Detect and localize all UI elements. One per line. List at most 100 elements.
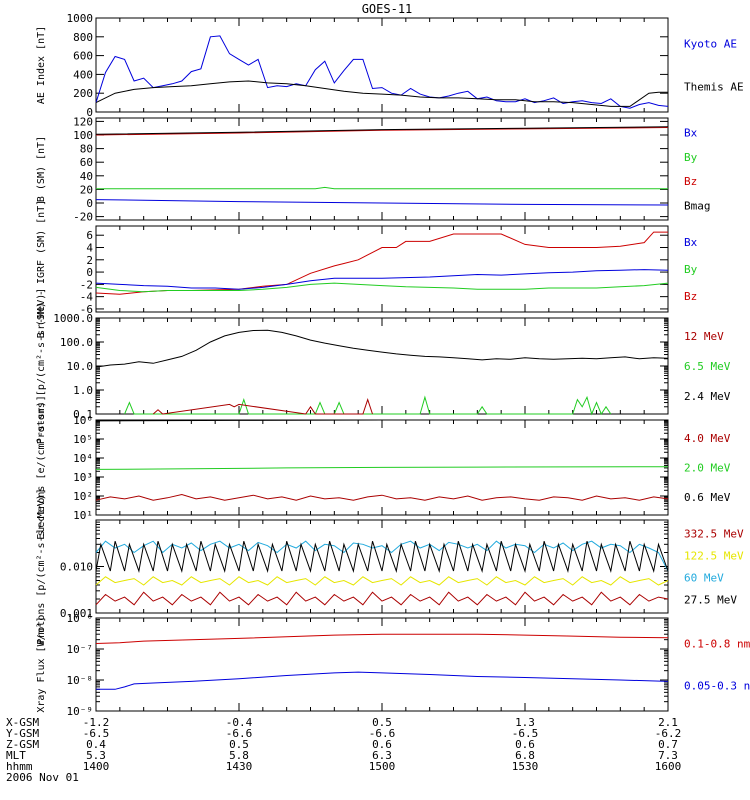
legend-entry: 0.1-0.8 nm: [684, 637, 750, 650]
y-tick-label: 100.0: [60, 336, 93, 349]
series-0-05-0-3-nm: [96, 671, 669, 690]
series-by: [96, 186, 668, 190]
ephemeris-row-label: hhmm: [6, 760, 33, 773]
legend-entry: 332.5 MeV: [684, 527, 744, 540]
y-tick-label: 80: [80, 143, 93, 156]
series-bx: [95, 269, 669, 290]
y-axis-label: Electrons [e/(cm²-s-sr)]: [36, 395, 47, 540]
y-tick-label: 10⁻⁹: [67, 705, 94, 718]
legend-entry: 4.0 MeV: [684, 432, 731, 445]
legend-entry: Bz: [684, 290, 697, 303]
series-12-mev: [152, 398, 373, 415]
series-0-1-0-8-nm: [95, 633, 669, 644]
panel-electrons: 10¹ 10² 10³ 10⁴ 10⁵ 10⁶ Electrons [e/(cm²-s-sr…: [36, 395, 731, 540]
y-tick-label: 1000.0: [53, 312, 93, 325]
y-tick-label: -20: [73, 211, 93, 224]
series-by: [95, 282, 669, 293]
series-6-5-mev: [124, 395, 612, 416]
series-2-0-mev: [95, 466, 669, 470]
series-bx: [95, 199, 669, 206]
y-tick-label: 10⁵: [73, 433, 93, 446]
y-tick-label: 0: [86, 197, 93, 210]
series-themis-ae: [95, 80, 668, 107]
y-tick-label: 0.1: [73, 408, 93, 421]
y-tick-label: 400: [73, 68, 93, 81]
y-tick-label: 800: [73, 31, 93, 44]
panel-frame: [95, 617, 669, 712]
y-axis-label: AE Index [nT]: [36, 26, 47, 104]
legend-entry: Bmag: [684, 199, 711, 212]
legend-entry: 0.6 MeV: [684, 491, 731, 504]
panel-frame: [95, 317, 669, 415]
ephemeris-value: 7.3: [658, 749, 678, 762]
y-tick-label: 10.0: [67, 360, 94, 373]
panel-ae: 0 200 400 600 800 1000 AE Index [nT] Kyoto AE Th…: [36, 12, 744, 119]
legend-entry: Bz: [684, 175, 697, 188]
ephemeris-value: 5.3: [86, 749, 106, 762]
y-axis-label: Protons [p/(cm²-s-sr-MeV)]: [36, 488, 47, 645]
y-tick-label: 10¹: [73, 509, 93, 522]
legend-entry: Bx: [684, 127, 698, 140]
series-0-6-mev: [95, 419, 668, 422]
legend-entry: 6.5 MeV: [684, 360, 731, 373]
plot-title: GOES-11: [362, 2, 413, 16]
y-tick-label: 600: [73, 50, 93, 63]
ephemeris-value: 1400: [83, 760, 110, 773]
panel-frame: [95, 225, 669, 313]
y-axis-label: Protons [p/(cm²-s-sr-MeV)]: [36, 288, 47, 445]
y-tick-label: 10⁶: [73, 414, 93, 427]
series-60-mev: [95, 540, 669, 572]
ephemeris-value: 0.7: [658, 738, 678, 751]
y-tick-label: 10⁴: [73, 452, 93, 465]
ephemeris-value: 0.5: [229, 738, 249, 751]
ephemeris-row-label: Y-GSM: [6, 727, 39, 740]
series-kyoto-ae: [95, 35, 669, 109]
ephemeris-value: 0.6: [372, 738, 392, 751]
y-tick-label: 1000: [67, 12, 94, 25]
legend-entry: Kyoto AE: [684, 38, 737, 51]
legend-entry: By: [684, 263, 698, 276]
y-tick-label: 6: [86, 229, 93, 242]
y-tick-label: -6: [80, 303, 93, 316]
y-tick-label: 10⁻⁸: [67, 674, 94, 687]
y-tick-label: 100: [73, 129, 93, 142]
ephemeris-value: 5.8: [229, 749, 249, 762]
ephemeris-row-label: MLT: [6, 749, 26, 762]
ephemeris-value: -6.2: [655, 727, 682, 740]
series-4-0-mev: [95, 493, 669, 501]
ephemeris-row-label: Z-GSM: [6, 738, 39, 751]
legend-entry: 0.05-0.3 nm: [684, 680, 750, 693]
y-tick-label: 0.010: [60, 561, 93, 574]
y-tick-label: 120: [73, 115, 93, 128]
y-tick-label: 10²: [73, 490, 93, 503]
panel-frame: [95, 519, 669, 614]
x-axis-ephemeris: X-GSM -1.2 -0.4 0.5 1.3 2.1 Y-GSM -6.5 -6.6 -6.6 -…: [6, 716, 681, 784]
legend-entry: 2.0 MeV: [684, 462, 731, 475]
y-tick-label: 20: [80, 183, 93, 196]
series-27-5-mev: [95, 541, 669, 573]
legend-entry: Bx: [684, 236, 698, 249]
y-tick-label: 1.0: [73, 384, 93, 397]
ephemeris-value: -6.5: [83, 727, 110, 740]
date-label: 2006 Nov 01: [6, 771, 79, 784]
ephemeris-value: 0.6: [515, 738, 535, 751]
ephemeris-value: 1600: [655, 760, 682, 773]
ephemeris-value: 2.1: [658, 716, 678, 729]
series-122-5-mev: [95, 576, 669, 586]
ephemeris-value: -6.5: [512, 727, 539, 740]
ephemeris-value: 1530: [512, 760, 539, 773]
ephemeris-value: 6.3: [372, 749, 392, 762]
panel-frame: [95, 17, 669, 113]
ephemeris-value: 1500: [369, 760, 396, 773]
y-axis-label: Xray Flux [W/m²]: [36, 616, 47, 712]
ephemeris-value: -0.4: [226, 716, 253, 729]
ephemeris-value: -1.2: [83, 716, 110, 729]
ephemeris-value: 0.4: [86, 738, 106, 751]
legend-entry: By: [684, 151, 698, 164]
y-tick-label: 0.001: [60, 607, 93, 620]
series-bz: [95, 127, 669, 136]
